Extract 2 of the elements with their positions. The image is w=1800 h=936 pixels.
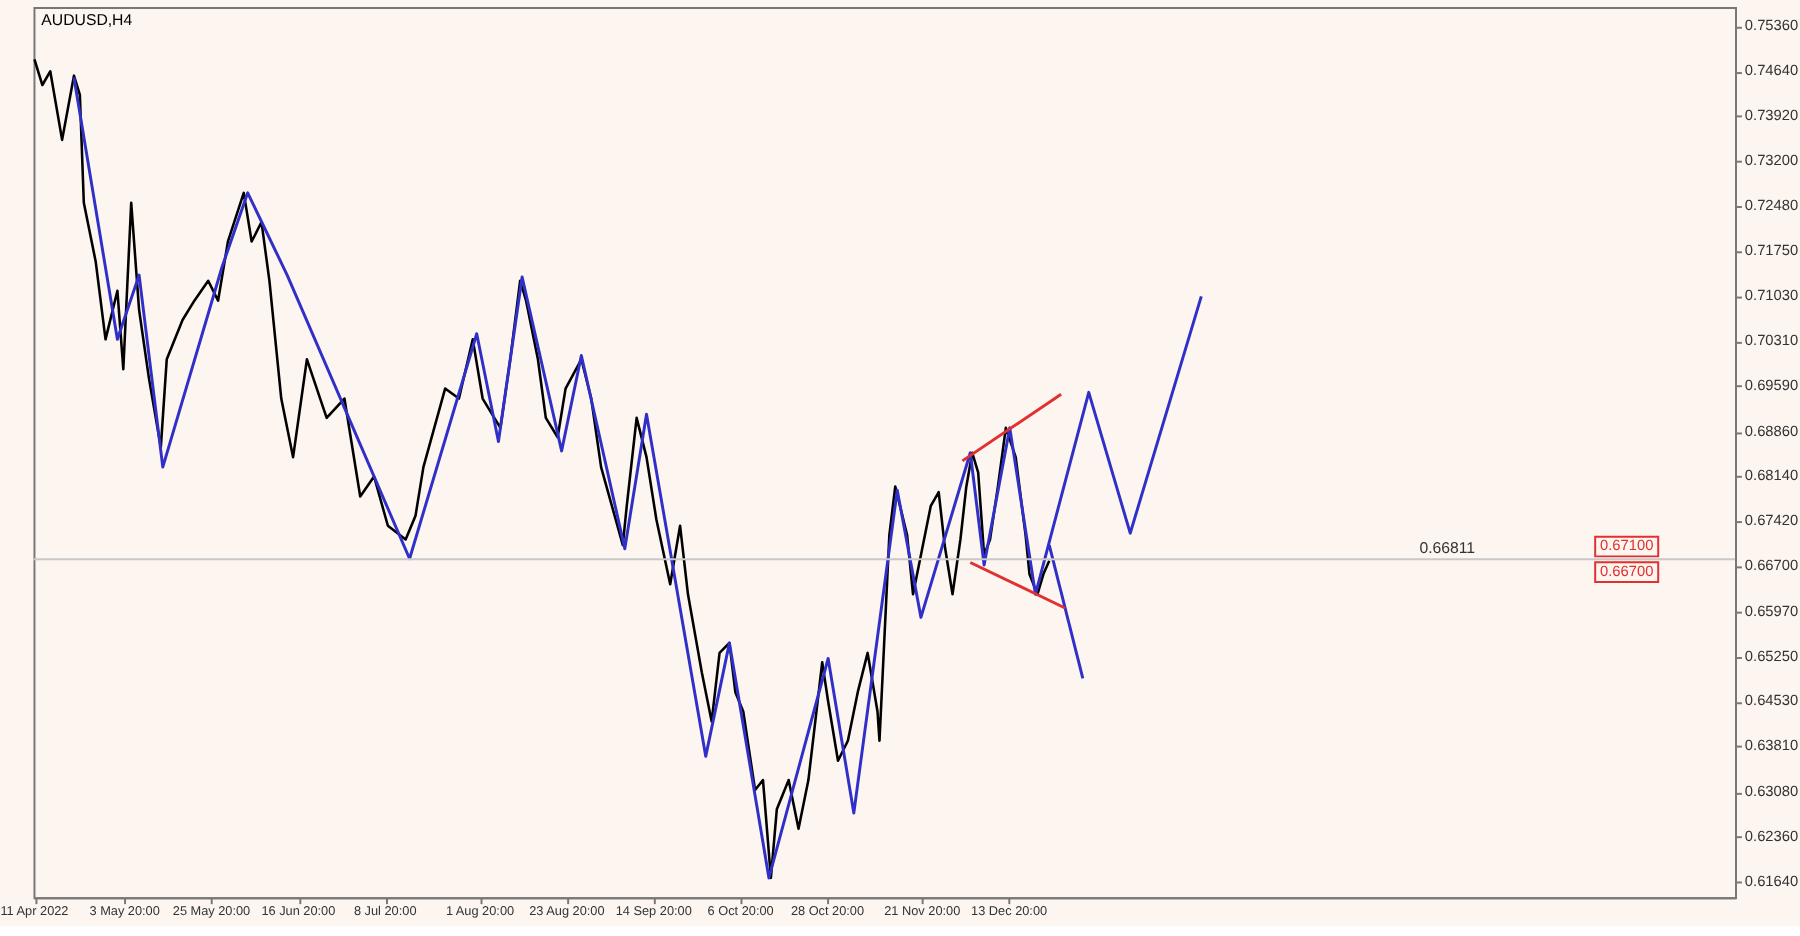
ref-line-label: 0.66811 bbox=[1419, 539, 1476, 558]
chart-title: AUDUSD,H4 bbox=[41, 10, 134, 29]
